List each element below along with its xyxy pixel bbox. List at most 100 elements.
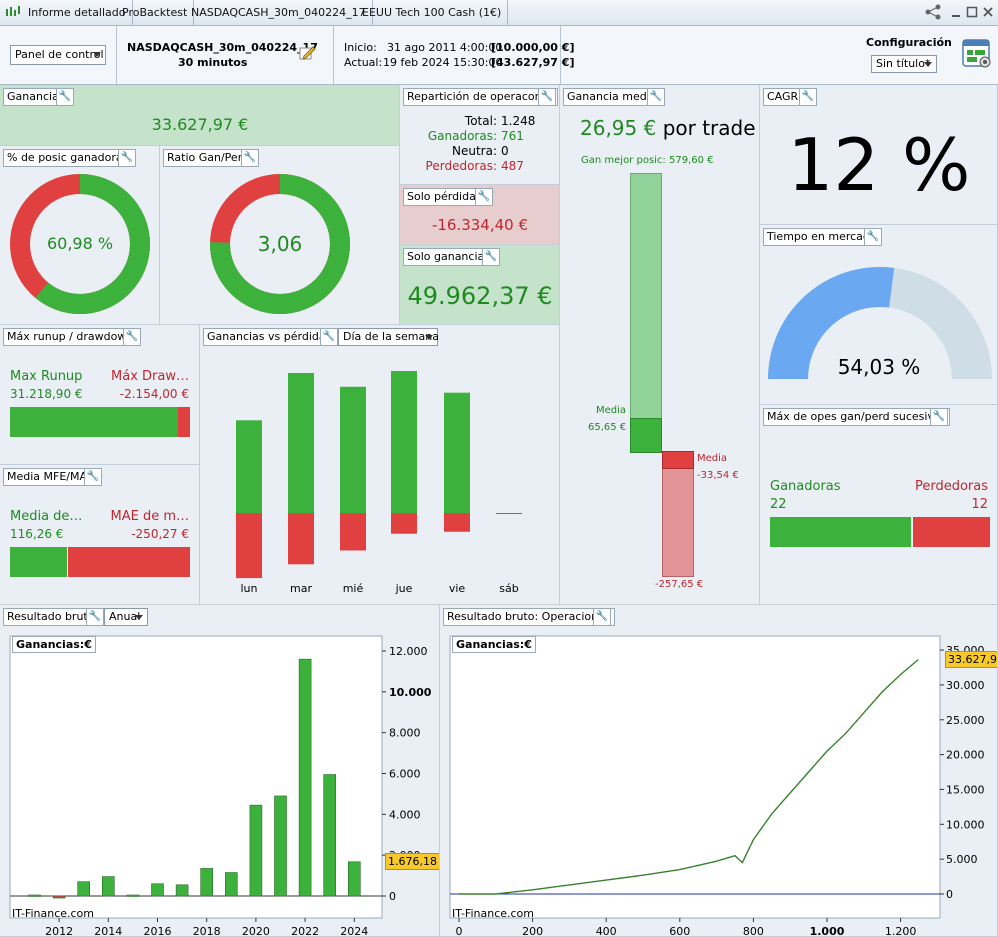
bruto-xtick-label: 2012 — [45, 925, 73, 937]
ops-ytick-label: 10.000 — [946, 818, 985, 831]
gvp-day-label: mié — [343, 582, 364, 595]
bruto-bar — [323, 774, 337, 897]
sucesivas-loss-bar — [913, 517, 990, 547]
bruto-ops-title: Resultado bruto: Operaciones — [443, 608, 615, 626]
minimize-icon[interactable] — [950, 6, 962, 18]
drawdown-bar — [178, 407, 190, 437]
gvp-loss-bar — [340, 513, 366, 551]
tab-instrument[interactable]: EEUU Tech 100 Cash (1€) — [356, 0, 509, 25]
bruto-xtick-label: 2020 — [242, 925, 270, 937]
config-label: Configuración — [866, 36, 952, 49]
bruto-xtick-label: 2014 — [94, 925, 122, 937]
start-date: 31 ago 2011 4:00:00 — [387, 41, 503, 54]
share-icon[interactable] — [924, 4, 942, 20]
sucesivas-win-label: Ganadoras — [770, 479, 841, 494]
ops-ytick-label: 30.000 — [946, 679, 985, 692]
start-value: [10.000,00 €] — [491, 41, 575, 54]
ops-ytick-label: 20.000 — [946, 749, 985, 762]
gvp-day-label: sáb — [499, 582, 518, 595]
ganancia-title: Ganancia — [3, 88, 63, 106]
current-date: 19 feb 2024 15:30:00 — [383, 56, 503, 69]
edit-icon[interactable] — [298, 44, 316, 62]
reparticion-panel: Repartición de operacones 🔧 Total: 1.248… — [400, 85, 560, 185]
app-icon — [5, 5, 21, 19]
gvp-select[interactable]: Día de la semana — [338, 328, 439, 346]
bruto-legend: Ganancias:€ — [12, 636, 96, 653]
cagr-title: CAGR — [763, 88, 803, 106]
drawdown-label: Máx Draw… — [111, 369, 189, 384]
wrench-icon[interactable]: 🔧 — [538, 88, 556, 106]
wrench-icon[interactable]: 🔧 — [84, 468, 102, 486]
reparticion-total-label: Total: — [464, 114, 497, 128]
tab-probacktest[interactable]: ProBacktest — [116, 0, 195, 25]
wrench-icon[interactable]: 🔧 — [118, 149, 136, 167]
media-loss-value: -33,54 € — [697, 470, 739, 481]
title-bar: Informe detallado ProBacktest NASDAQCASH… — [0, 0, 998, 26]
wrench-icon[interactable]: 🔧 — [647, 88, 665, 106]
reparticion-total: 1.248 — [501, 114, 536, 128]
media-win-bar — [630, 418, 662, 453]
bruto-chart: 02.0004.0006.0008.00010.00012.0002012201… — [9, 635, 432, 937]
wrench-icon[interactable]: 🔧 — [123, 328, 141, 346]
bruto-bar — [298, 658, 312, 897]
bruto-bar — [126, 894, 140, 897]
wrench-icon[interactable]: 🔧 — [241, 149, 259, 167]
wrench-icon[interactable]: 🔧 — [320, 328, 338, 346]
current-label: Actual: — [344, 56, 383, 69]
bruto-bar — [347, 861, 361, 897]
reparticion-win-label: Ganadoras: — [427, 129, 497, 143]
bruto-plot-area — [9, 635, 383, 919]
mfe-label: Media de… — [10, 509, 83, 524]
solo-perdidas-panel: Solo pérdidas 🔧 -16.334,40 € — [400, 185, 560, 245]
runup-bar — [10, 407, 178, 437]
gvp-day-label: vie — [449, 582, 466, 595]
report-settings-icon[interactable] — [961, 38, 993, 70]
ratio-value: 3,06 — [257, 232, 303, 256]
ganancia-value: 33.627,97 € — [151, 115, 249, 134]
best-trade-label: Gan mejor posic: 579,60 € — [581, 155, 714, 166]
wrench-icon[interactable]: 🔧 — [475, 188, 493, 206]
config-select[interactable]: Sin título* — [871, 55, 937, 73]
wrench-icon[interactable]: 🔧 — [864, 228, 882, 246]
wrench-icon[interactable]: 🔧 — [482, 248, 500, 266]
sucesivas-loss-value: 12 — [971, 497, 988, 512]
bruto-bar — [200, 868, 213, 897]
ops-xtick-label: 600 — [669, 925, 690, 937]
strategy-name: NASDAQCASH_30m_040224_17 — [127, 41, 318, 54]
cagr-panel: CAGR 🔧 12 % — [760, 85, 998, 225]
mfe-bar — [10, 547, 67, 577]
ratio-donut — [210, 174, 350, 314]
wrench-icon[interactable]: 🔧 — [593, 608, 611, 626]
media-loss-bar — [662, 451, 694, 469]
solo-ganancias-title: Solo ganancias — [403, 248, 494, 266]
bruto-xtick-label: 2024 — [340, 925, 368, 937]
tiempo-gauge — [768, 267, 992, 379]
bruto-bar — [77, 881, 90, 897]
current-value: [43.627,97 €] — [491, 56, 575, 69]
bruto-bar — [28, 894, 41, 897]
wrench-icon[interactable]: 🔧 — [86, 608, 104, 626]
worst-trade-value: -257,65 € — [655, 579, 704, 590]
tab-strategy[interactable]: NASDAQCASH_30m_040224_17 — [185, 0, 373, 25]
bruto-last-value: 1.676,18 — [385, 853, 439, 870]
wrench-icon[interactable]: 🔧 — [56, 88, 74, 106]
wrench-icon[interactable]: 🔧 — [799, 88, 817, 106]
cagr-value: 12 % — [787, 123, 971, 207]
solo-ganancias-value: 49.962,37 € — [407, 282, 553, 310]
wrench-icon[interactable]: 🔧 — [930, 408, 948, 426]
panel-select[interactable]: Panel de control — [10, 45, 106, 65]
media-win-value: 65,65 € — [588, 422, 627, 433]
bruto-select[interactable]: Anual — [104, 608, 148, 626]
gvp-loss-bar — [496, 513, 522, 514]
gvp-day-label: jue — [395, 582, 413, 595]
gvp-title: Ganancias vs pérdidas — [203, 328, 336, 346]
sucesivas-win-value: 22 — [770, 497, 787, 512]
pct-ganadoras-donut — [10, 174, 150, 314]
drawdown-value: -2.154,00 € — [119, 387, 189, 401]
tab-informe-detallado[interactable]: Informe detallado — [22, 0, 133, 25]
maximize-icon[interactable] — [966, 6, 978, 18]
tiempo-panel: Tiempo en mercado 🔧 54,03 % — [760, 225, 998, 405]
ganancia-media-value: 26,95 € — [580, 116, 657, 140]
close-icon[interactable] — [982, 6, 994, 18]
sucesivas-loss-label: Perdedoras — [914, 479, 988, 494]
